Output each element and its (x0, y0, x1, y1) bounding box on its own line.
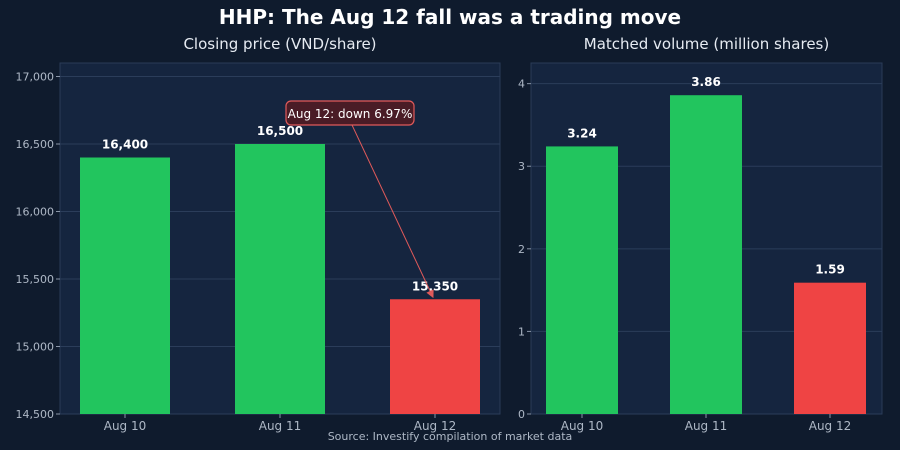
x-tick-label: Aug 11 (685, 419, 728, 433)
bar-aug-11 (235, 144, 325, 414)
bar-aug-11 (670, 95, 742, 414)
x-tick-label: Aug 11 (259, 419, 302, 433)
annotation-text: Aug 12: down 6.97% (288, 107, 413, 121)
y-tick-label: 16,000 (16, 206, 55, 219)
y-tick-label: 4 (518, 78, 525, 91)
annotation-arrow (351, 124, 434, 299)
y-tick-label: 0 (518, 408, 525, 421)
figure-title: HHP: The Aug 12 fall was a trading move (218, 5, 682, 29)
source-note: Source: Investify compilation of market … (327, 430, 573, 443)
y-tick-label: 16,500 (16, 138, 55, 151)
y-tick-label: 3 (518, 160, 525, 173)
y-tick-label: 17,000 (16, 71, 55, 84)
bar-aug-10 (80, 157, 170, 414)
x-tick-label: Aug 12 (809, 419, 852, 433)
panel-title-1: Matched volume (million shares) (584, 35, 829, 53)
data-label: 16,500 (257, 124, 303, 138)
panel-title-0: Closing price (VND/share) (183, 35, 376, 53)
y-tick-label: 15,500 (16, 273, 55, 286)
data-label: 3.24 (567, 126, 597, 140)
annotation-box (285, 100, 415, 126)
data-label: 1.59 (815, 263, 845, 277)
y-tick-label: 14,500 (16, 408, 55, 421)
x-tick-label: Aug 12 (414, 419, 457, 433)
data-label: 3.86 (691, 75, 721, 89)
bar-aug-12 (794, 282, 866, 414)
y-tick-label: 15,000 (16, 341, 55, 354)
y-tick-label: 2 (518, 243, 525, 256)
x-tick-label: Aug 10 (104, 419, 147, 433)
y-tick-label: 1 (518, 325, 525, 338)
bar-aug-12 (390, 299, 480, 414)
data-label: 16,400 (102, 138, 148, 152)
bar-aug-10 (546, 146, 618, 414)
data-label: 15,350 (412, 279, 458, 293)
x-tick-label: Aug 10 (561, 419, 604, 433)
